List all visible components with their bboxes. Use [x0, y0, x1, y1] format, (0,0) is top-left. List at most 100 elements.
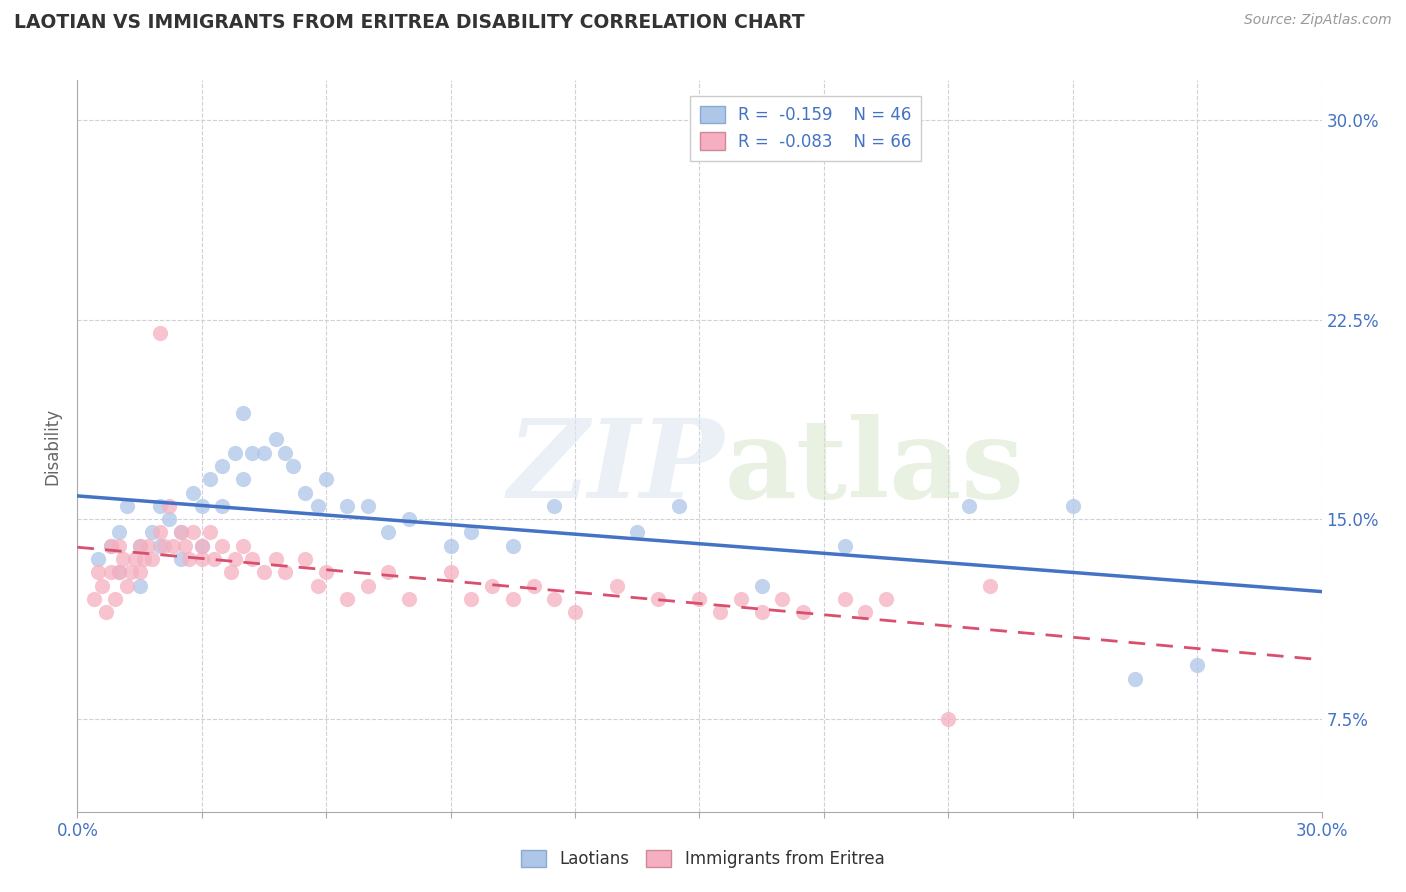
Point [266, 552, 288, 566]
Point [460, 525, 482, 540]
Point [647, 591, 669, 606]
Legend: R =  -0.159    N = 46, R =  -0.083    N = 66: R = -0.159 N = 46, R = -0.083 N = 66 [689, 96, 921, 161]
Point [128, 566, 150, 580]
Point [100, 539, 122, 553]
Point [307, 499, 329, 513]
Point [149, 326, 172, 340]
Point [224, 445, 246, 459]
Point [128, 539, 150, 553]
Point [377, 525, 399, 540]
Point [440, 566, 463, 580]
Point [398, 512, 420, 526]
Point [460, 591, 482, 606]
Point [108, 525, 131, 540]
Point [157, 499, 180, 513]
Point [183, 485, 205, 500]
Point [170, 552, 193, 566]
Point [219, 566, 242, 580]
Point [1123, 672, 1146, 686]
Point [100, 566, 122, 580]
Point [162, 539, 184, 553]
Point [274, 566, 297, 580]
Point [709, 605, 731, 619]
Point [211, 458, 233, 473]
Point [115, 499, 138, 513]
Point [141, 525, 163, 540]
Point [730, 591, 752, 606]
Point [543, 591, 565, 606]
Point [232, 539, 254, 553]
Point [626, 525, 648, 540]
Point [957, 499, 980, 513]
Text: ZIP: ZIP [508, 414, 724, 522]
Point [294, 552, 316, 566]
Point [240, 552, 263, 566]
Point [336, 591, 359, 606]
Point [502, 591, 524, 606]
Point [191, 552, 214, 566]
Point [398, 591, 420, 606]
Point [336, 499, 359, 513]
Point [855, 605, 877, 619]
Point [274, 445, 297, 459]
Point [357, 579, 380, 593]
Point [170, 525, 193, 540]
Point [689, 591, 711, 606]
Point [240, 445, 263, 459]
Point [875, 591, 897, 606]
Text: Source: ZipAtlas.com: Source: ZipAtlas.com [1244, 13, 1392, 28]
Point [183, 525, 205, 540]
Point [91, 579, 114, 593]
Point [132, 552, 155, 566]
Point [751, 579, 773, 593]
Point [294, 485, 316, 500]
Point [281, 458, 304, 473]
Text: atlas: atlas [724, 415, 1024, 522]
Point [170, 525, 193, 540]
Point [668, 499, 690, 513]
Point [202, 552, 225, 566]
Point [174, 539, 197, 553]
Point [198, 472, 221, 486]
Point [149, 525, 172, 540]
Point [108, 566, 131, 580]
Point [96, 605, 118, 619]
Y-axis label: Disability: Disability [44, 408, 62, 484]
Point [153, 539, 176, 553]
Point [198, 525, 221, 540]
Point [253, 566, 276, 580]
Point [108, 566, 131, 580]
Point [377, 566, 399, 580]
Point [141, 552, 163, 566]
Point [315, 566, 337, 580]
Point [211, 499, 233, 513]
Point [1062, 499, 1084, 513]
Point [149, 539, 172, 553]
Point [157, 512, 180, 526]
Point [523, 579, 546, 593]
Point [979, 579, 1001, 593]
Point [253, 445, 276, 459]
Point [481, 579, 503, 593]
Point [564, 605, 586, 619]
Point [440, 539, 463, 553]
Point [315, 472, 337, 486]
Point [211, 539, 233, 553]
Point [307, 579, 329, 593]
Point [938, 712, 960, 726]
Point [108, 539, 131, 553]
Point [543, 499, 565, 513]
Point [792, 605, 814, 619]
Legend: Laotians, Immigrants from Eritrea: Laotians, Immigrants from Eritrea [515, 843, 891, 875]
Point [232, 472, 254, 486]
Point [128, 539, 150, 553]
Point [1187, 658, 1209, 673]
Point [191, 539, 214, 553]
Point [120, 566, 142, 580]
Point [834, 591, 856, 606]
Point [111, 552, 134, 566]
Point [502, 539, 524, 553]
Point [266, 433, 288, 447]
Point [87, 552, 110, 566]
Point [100, 539, 122, 553]
